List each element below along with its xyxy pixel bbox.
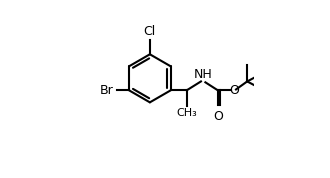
Text: CH₃: CH₃ (176, 108, 197, 118)
Text: O: O (213, 110, 223, 123)
Text: NH: NH (193, 68, 212, 81)
Text: Br: Br (99, 84, 113, 97)
Text: Cl: Cl (144, 25, 156, 38)
Text: O: O (229, 84, 239, 97)
